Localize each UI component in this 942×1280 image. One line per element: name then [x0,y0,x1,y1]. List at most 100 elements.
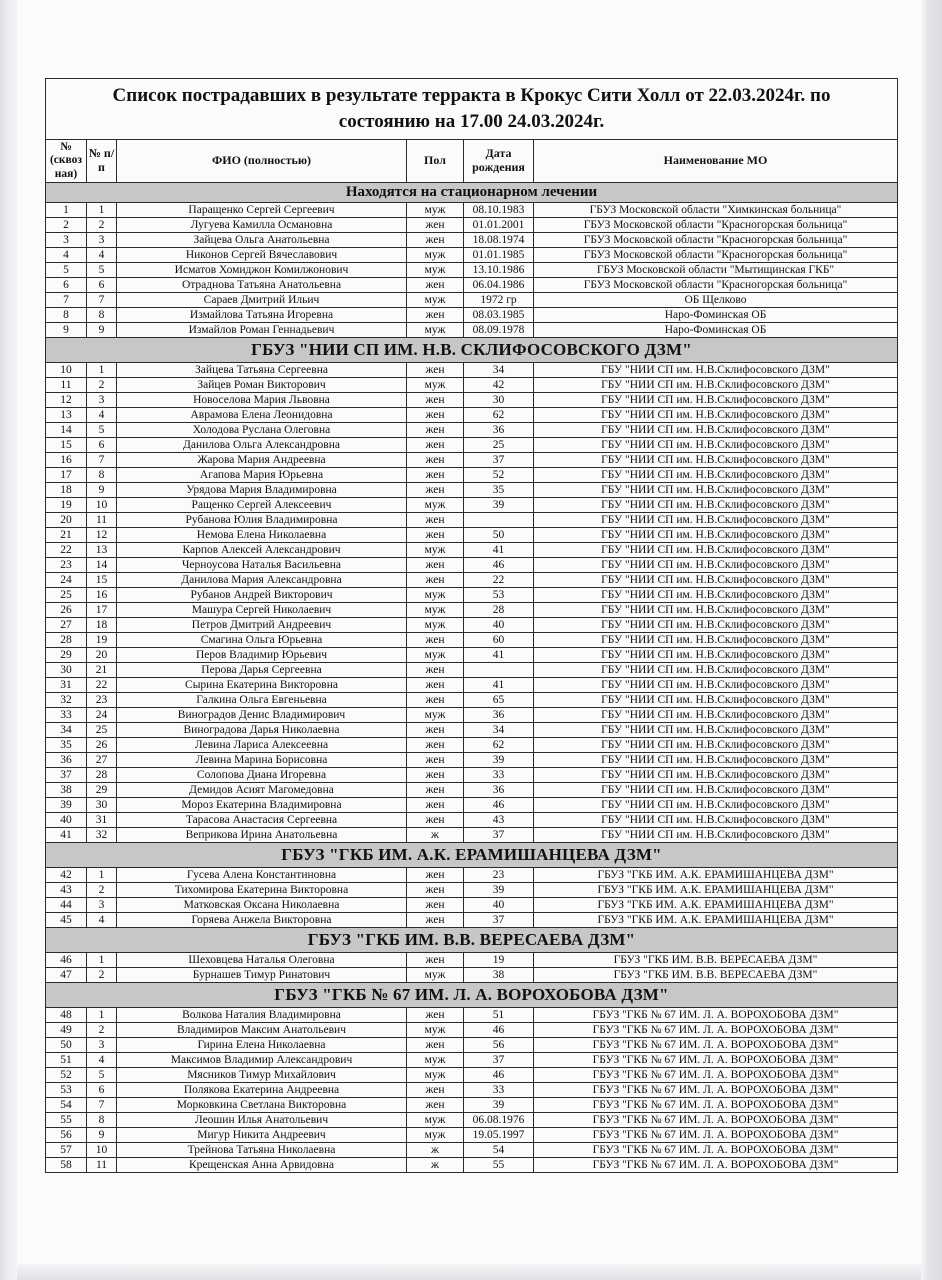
medical-org: ГБУЗ "ГКБ ИМ. В.В. ВЕРЕСАЕВА ДЗМ" [532,952,899,968]
seq-number: 5 [45,262,87,278]
sex: муж [406,247,464,263]
medical-org: ГБУ "НИИ СП им. Н.В.Склифосовского ДЗМ" [532,767,899,783]
photo-edge-left [0,0,17,1280]
seq-number: 24 [45,572,87,588]
birth-date-or-age: 01.01.1985 [463,247,534,263]
birth-date-or-age: 54 [463,1142,534,1158]
table-row: 44 3 Матковская Оксана Николаевна жен 40 ГБУЗ… [45,897,899,913]
seq-number: 44 [45,897,87,913]
section-number: 28 [86,767,117,783]
section-header-row: ГБУЗ "ГКБ ИМ. В.В. ВЕРЕСАЕВА ДЗМ" [44,927,899,953]
table-row: 7 7 Сараев Дмитрий Ильич муж 1972 гр ОБ Щелко… [45,292,899,308]
section-title: ГБУЗ "ГКБ ИМ. В.В. ВЕРЕСАЕВА ДЗМ" [44,927,899,953]
seq-number: 55 [45,1112,87,1128]
sex: муж [406,292,464,308]
table-row: 50 3 Гирина Елена Николаевна жен 56 ГБУЗ "ГКБ… [45,1037,899,1053]
section-number: 10 [86,1142,117,1158]
medical-org: ГБУ "НИИ СП им. Н.В.Склифосовского ДЗМ" [532,782,899,798]
medical-org: ГБУЗ Московской области "Красногорская б… [532,277,899,293]
photo-edge-right [921,0,942,1280]
medical-org: ГБУЗ Московской области "Красногорская б… [532,247,899,263]
medical-org: ГБУ "НИИ СП им. Н.В.Склифосовского ДЗМ" [532,557,899,573]
table-row: 27 18 Петров Дмитрий Андреевич муж 40 ГБУ "НИ… [45,617,899,633]
birth-date-or-age: 39 [463,882,534,898]
birth-date-or-age: 28 [463,602,534,618]
sex: муж [406,602,464,618]
section-number: 4 [86,407,117,423]
birth-date-or-age: 41 [463,542,534,558]
sex: жен [406,812,464,828]
section-number: 1 [86,1007,117,1023]
section-title: ГБУЗ "ГКБ ИМ. А.К. ЕРАМИШАНЦЕВА ДЗМ" [44,842,899,868]
table-row: 22 13 Карпов Алексей Александрович муж 41 ГБУ… [45,542,899,558]
full-name: Зайцев Роман Викторович [116,377,407,393]
section-number: 9 [86,482,117,498]
table-row: 19 10 Ращенко Сергей Алексеевич муж 39 ГБУ "Н… [45,497,899,513]
section-number: 14 [86,557,117,573]
sex: жен [406,677,464,693]
birth-date-or-age: 40 [463,897,534,913]
birth-date-or-age: 18.08.1974 [463,232,534,248]
full-name: Морковкина Светлана Викторовна [116,1097,407,1113]
medical-org: ОБ Щелково [532,292,899,308]
section-number: 32 [86,827,117,843]
birth-date-or-age: 19 [463,952,534,968]
table-row: 30 21 Перова Дарья Сергеевна жен ГБУ "НИИ СП… [45,662,899,678]
birth-date-or-age: 55 [463,1157,534,1173]
table-row: 28 19 Смагина Ольга Юрьевна жен 60 ГБУ "НИИ С… [45,632,899,648]
full-name: Перова Дарья Сергеевна [116,662,407,678]
birth-date-or-age: 41 [463,677,534,693]
birth-date-or-age: 46 [463,557,534,573]
birth-date-or-age: 25 [463,437,534,453]
medical-org: ГБУЗ "ГКБ № 67 ИМ. Л. А. ВОРОХОБОВА ДЗМ" [532,1157,899,1173]
seq-number: 42 [45,867,87,883]
sex: жен [406,217,464,233]
table-row: 25 16 Рубанов Андрей Викторович муж 53 ГБУ "Н… [45,587,899,603]
table-row: 15 6 Данилова Ольга Александровна жен 25 ГБУ … [45,437,899,453]
sex: жен [406,722,464,738]
column-header-medical-org: Наименование МО [532,139,899,183]
section-number: 5 [86,422,117,438]
section-number: 4 [86,912,117,928]
medical-org: ГБУ "НИИ СП им. Н.В.Склифосовского ДЗМ" [532,362,899,378]
medical-org: ГБУ "НИИ СП им. Н.В.Склифосовского ДЗМ" [532,647,899,663]
table-row: 2 2 Лугуева Камилла Османовна жен 01.01.2001… [45,217,899,233]
seq-number: 38 [45,782,87,798]
seq-number: 9 [45,322,87,338]
birth-date-or-age: 65 [463,692,534,708]
full-name: Владимиров Максим Анатольевич [116,1022,407,1038]
section-number: 16 [86,587,117,603]
medical-org: ГБУ "НИИ СП им. Н.В.Склифосовского ДЗМ" [532,722,899,738]
full-name: Зайцева Ольга Анатольевна [116,232,407,248]
sex: муж [406,1127,464,1143]
full-name: Агапова Мария Юрьевна [116,467,407,483]
column-header-birth-date: Дата рождения [463,139,534,183]
sex: жен [406,782,464,798]
sex: муж [406,1052,464,1068]
medical-org: ГБУ "НИИ СП им. Н.В.Склифосовского ДЗМ" [532,527,899,543]
table-row: 18 9 Урядова Мария Владимировна жен 35 ГБУ "Н… [45,482,899,498]
section-number: 5 [86,1067,117,1083]
seq-number: 27 [45,617,87,633]
birth-date-or-age: 41 [463,647,534,663]
medical-org: ГБУ "НИИ СП им. Н.В.Склифосовского ДЗМ" [532,497,899,513]
sex: жен [406,912,464,928]
full-name: Горяева Анжела Викторовна [116,912,407,928]
seq-number: 2 [45,217,87,233]
sex: жен [406,437,464,453]
section-number: 26 [86,737,117,753]
medical-org: ГБУЗ "ГКБ ИМ. В.В. ВЕРЕСАЕВА ДЗМ" [532,967,899,983]
seq-number: 52 [45,1067,87,1083]
seq-number: 39 [45,797,87,813]
sex: муж [406,202,464,218]
sex: муж [406,587,464,603]
seq-number: 48 [45,1007,87,1023]
section-number: 6 [86,277,117,293]
table-row: 21 12 Немова Елена Николаевна жен 50 ГБУ "НИИ… [45,527,899,543]
table-row: 35 26 Левина Лариса Алексеевна жен 62 ГБУ "НИ… [45,737,899,753]
full-name: Волкова Наталия Владимировна [116,1007,407,1023]
table-row: 26 17 Машура Сергей Николаевич муж 28 ГБУ "НИ… [45,602,899,618]
birth-date-or-age: 37 [463,912,534,928]
table-body: Находятся на стационарном лечении 1 1 Паращ… [44,182,899,1173]
table-row: 36 27 Левина Марина Борисовна жен 39 ГБУ "НИИ… [45,752,899,768]
